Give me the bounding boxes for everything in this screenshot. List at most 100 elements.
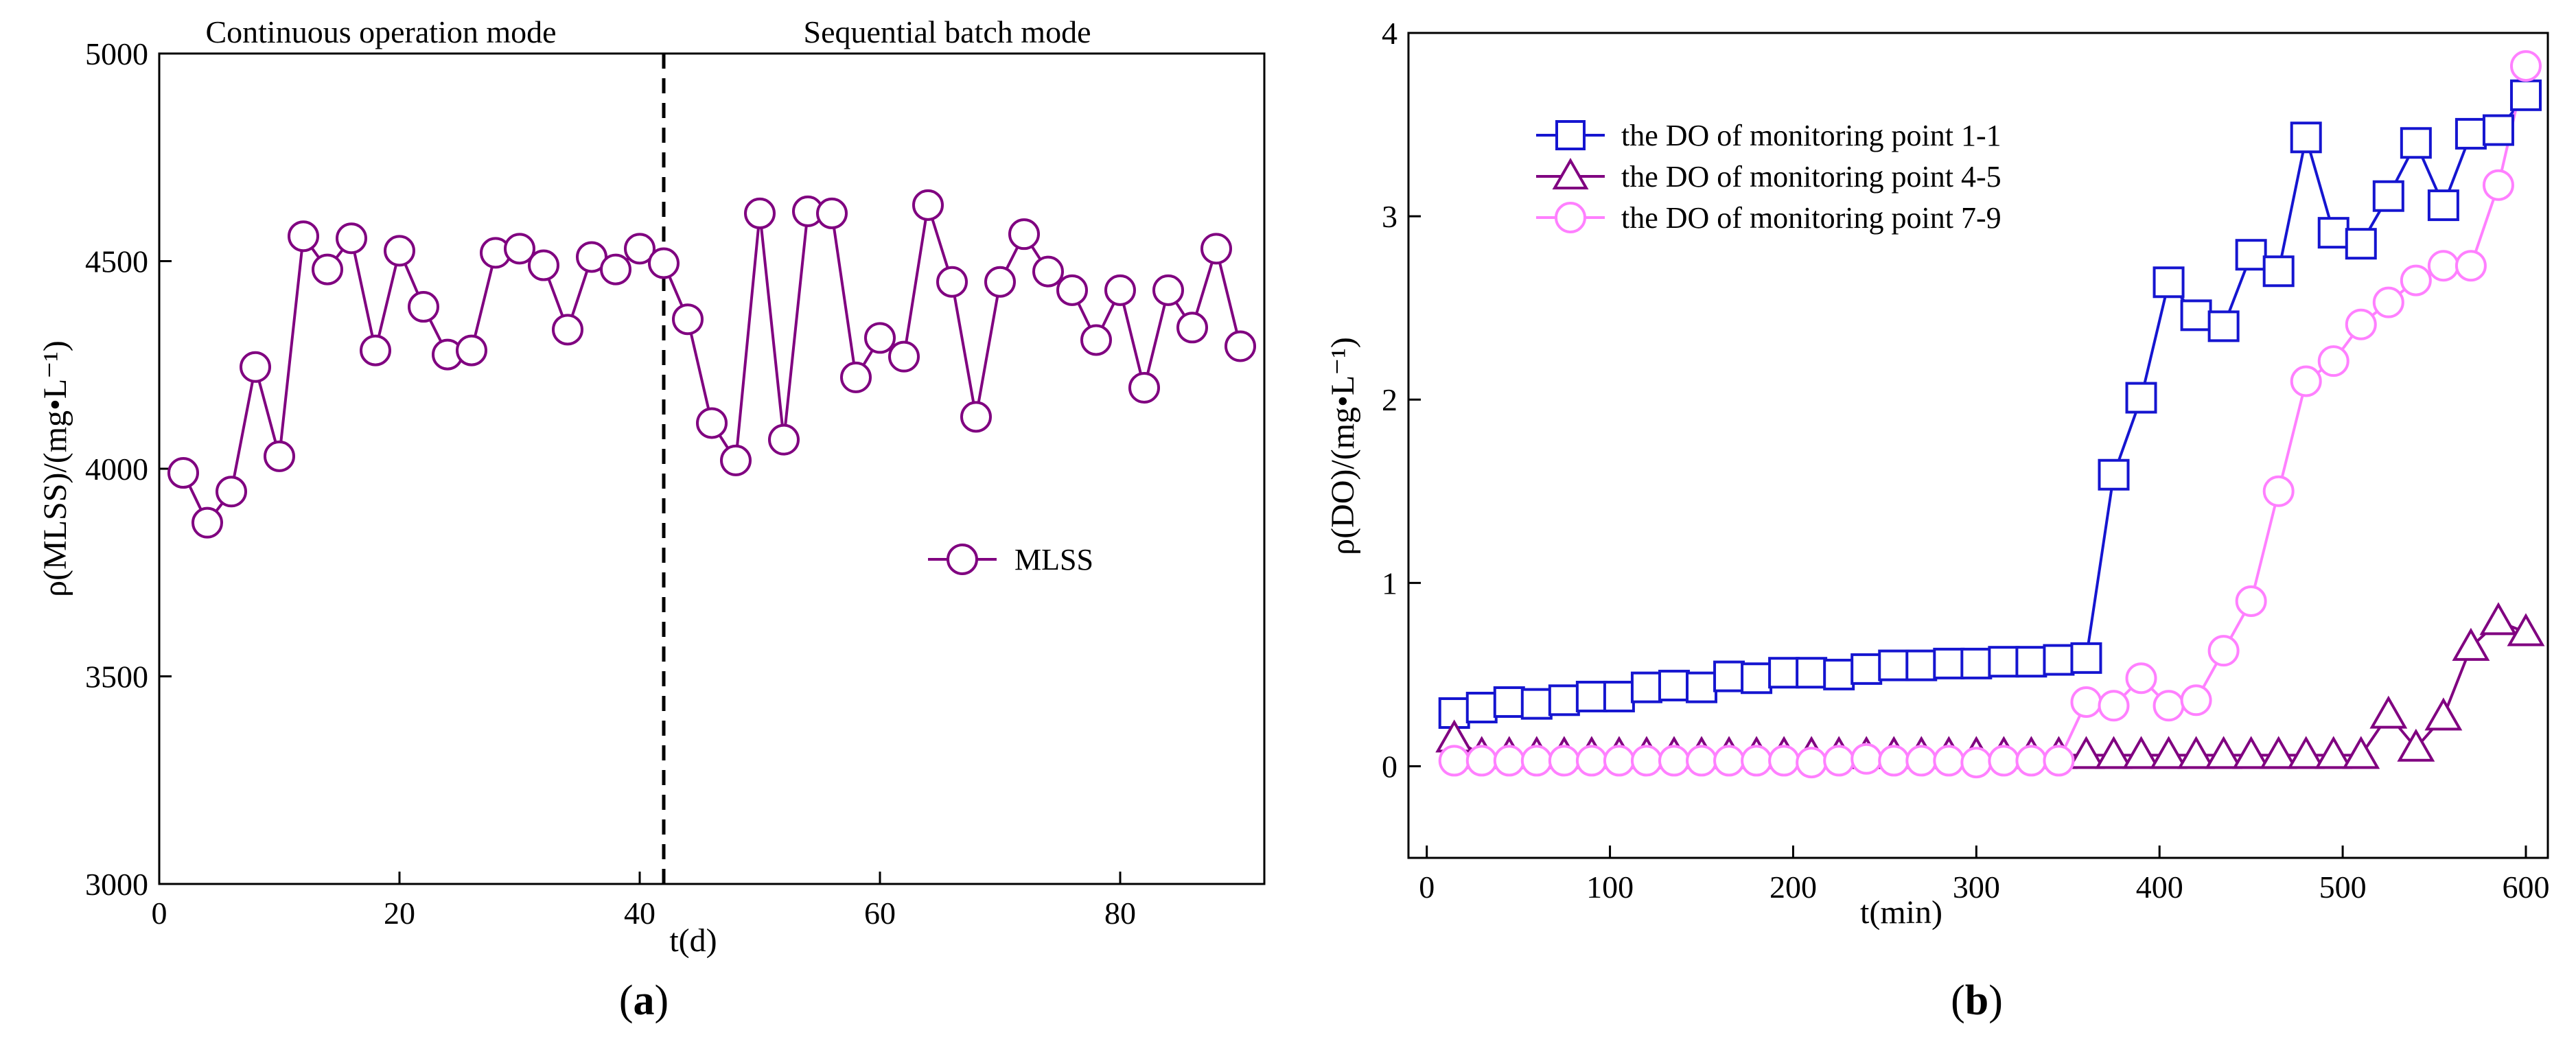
panel-a-series-1-point <box>552 314 583 346</box>
panel-b-y-tick-label: 3 <box>1382 199 1397 234</box>
panel-b-series-1-point <box>1575 680 1608 712</box>
panel-a-series-1-point <box>1056 274 1088 306</box>
panel-a-series-1-point <box>984 266 1016 298</box>
panel-a-x-tick-label: 0 <box>152 896 167 931</box>
panel-a-series-1-point <box>1008 218 1040 250</box>
panel-b-legend-label-3: the DO of monitoring point 7-9 <box>1621 201 2001 235</box>
panel-a-series-1-point <box>1152 274 1184 306</box>
panel-a-series-1-point <box>408 291 439 323</box>
panel-a-series-1-point <box>240 351 271 383</box>
panel-a-phase-label-continuous: Continuous operation mode <box>205 14 556 49</box>
panel-b-series-3-point <box>2372 286 2404 318</box>
panel-b-y-tick-label: 1 <box>1382 566 1397 601</box>
panel-b-series-2-point <box>2397 728 2435 762</box>
panel-b-series-1-point <box>1850 653 1883 685</box>
panel-b-series-2-point <box>2205 736 2243 769</box>
panel-b-series-1-point <box>1686 671 1718 703</box>
panel-b-legend-label-2: the DO of monitoring point 4-5 <box>1621 160 2001 194</box>
panel-b-series-3-point <box>1465 745 1498 777</box>
panel-b-x-axis-label: t(min) <box>1860 894 1942 931</box>
panel-b-series-3-point <box>2235 585 2267 618</box>
panel-b-series-2-point <box>2095 736 2133 769</box>
panel-b-series-2-point <box>2479 602 2518 636</box>
panel-a-series-1-point <box>312 253 343 286</box>
panel-a-series <box>167 189 1256 539</box>
panel-a-series-1-point <box>1128 372 1160 404</box>
panel-a: 0 20 40 60 80 3000 3500 4000 4500 5000 Continuous… <box>37 14 1266 1024</box>
panel-b-legend-marker-3 <box>1555 202 1586 233</box>
panel-a-series-1-point <box>696 407 728 439</box>
panel-a-y-tick-label: 4000 <box>85 452 148 487</box>
panel-a-series-1-point <box>1200 233 1232 265</box>
panel-b-series-3-point <box>2509 50 2542 82</box>
panel-b-series-1-point <box>2070 642 2102 674</box>
panel-b-y-tick-label: 0 <box>1382 749 1397 784</box>
panel-b-series-1-point <box>1713 660 1745 692</box>
panel-b-legend-label-1: the DO of monitoring point 1-1 <box>1621 119 2001 152</box>
panel-b-series-3-point <box>1768 745 1800 777</box>
panel-a-legend: MLSS <box>928 543 1093 576</box>
panel-b-caption: (b) <box>1951 977 2003 1024</box>
panel-b-series-3-point <box>1905 745 1938 777</box>
panel-b-caption-letter: b <box>1965 977 1988 1024</box>
panel-b-x-tick-label: 0 <box>1419 870 1435 905</box>
panel-b-series-1-point <box>1905 649 1938 681</box>
panel-b-series-1-point <box>2262 255 2295 288</box>
panel-a-series-1-point <box>840 361 872 393</box>
panel-b-series-3-point <box>2070 686 2102 718</box>
panel-b-series-3-point <box>1878 745 1910 777</box>
panel-b-series-1-point <box>2509 79 2542 111</box>
panel-b-series-3-point <box>2482 169 2514 201</box>
panel-b-series-2-point <box>2260 736 2298 769</box>
panel-b-ticks: 0 100 200 300 400 500 600 0 1 2 3 4 <box>1382 16 2549 905</box>
panel-b-series-3-point <box>1686 745 1718 777</box>
panel-a-x-axis-label: t(d) <box>669 922 717 959</box>
panel-b-series-3-point <box>1850 743 1883 775</box>
panel-b-series-3-point <box>1630 745 1662 777</box>
panel-b-series-1-point <box>2372 180 2404 212</box>
panel-a-series-1-point <box>600 253 631 286</box>
panel-a-series-1-point <box>528 249 559 281</box>
panel-a-y-axis-label: ρ(MLSS)/(mg•L⁻¹) <box>37 340 73 597</box>
panel-b-series-3-point <box>2180 684 2212 716</box>
panel-a-series-1-point <box>360 334 391 366</box>
panel-b-legend-marker-2 <box>1552 157 1589 189</box>
panel-b-series-1-point <box>1933 647 1965 679</box>
panel-a-x-tick-label: 80 <box>1104 896 1136 931</box>
panel-a-series-1-point <box>288 220 319 253</box>
panel-b-series-1-point <box>2180 299 2212 331</box>
panel-b-series-3-point <box>2427 250 2459 282</box>
panel-b-series-3-point <box>1796 747 1828 779</box>
panel-a-legend-label: MLSS <box>1014 543 1093 576</box>
panel-b-series-3-point <box>1823 745 1855 777</box>
panel-b-y-tick-label: 2 <box>1382 382 1397 417</box>
panel-b-series-3-point <box>2400 264 2432 296</box>
panel-b-series-2-point <box>2452 627 2490 661</box>
panel-b-series-2-point <box>2507 613 2545 646</box>
panel-b-series-3-point <box>1520 745 1553 777</box>
panel-b-series-1-point <box>1465 691 1498 723</box>
panel-b-series-3-point <box>2015 745 2047 777</box>
panel-b-legend: the DO of monitoring point 1-1 the DO of… <box>1536 119 2001 235</box>
panel-b-series-1-point <box>2290 121 2322 154</box>
panel-b-series-3-point <box>1933 745 1965 777</box>
panel-b-series-1-point <box>2043 644 2075 676</box>
panel-a-legend-marker <box>947 544 978 575</box>
panel-b-series-2-point <box>2150 736 2188 769</box>
panel-b-series-1-point <box>2455 117 2487 150</box>
panel-a-series-1-point <box>672 303 704 336</box>
panel-a-series-1-point <box>816 197 848 229</box>
panel-b-series-3-point <box>2207 635 2240 667</box>
panel-b-x-tick-label: 400 <box>2136 870 2183 905</box>
panel-b-series-3-point <box>1713 745 1745 777</box>
panel-b-series-3-point <box>1603 745 1635 777</box>
panel-b-series-2-point <box>2177 736 2216 769</box>
panel-b-x-tick-label: 500 <box>2319 870 2367 905</box>
panel-a-y-tick-label: 4500 <box>85 244 148 279</box>
panel-b-series-1-point <box>1658 669 1690 701</box>
panel-b-series-1-point <box>2482 114 2514 146</box>
panel-a-series-1-point <box>744 197 776 229</box>
panel-b-series-3-point <box>1741 745 1773 777</box>
panel-b-series-3-point <box>2290 365 2322 397</box>
